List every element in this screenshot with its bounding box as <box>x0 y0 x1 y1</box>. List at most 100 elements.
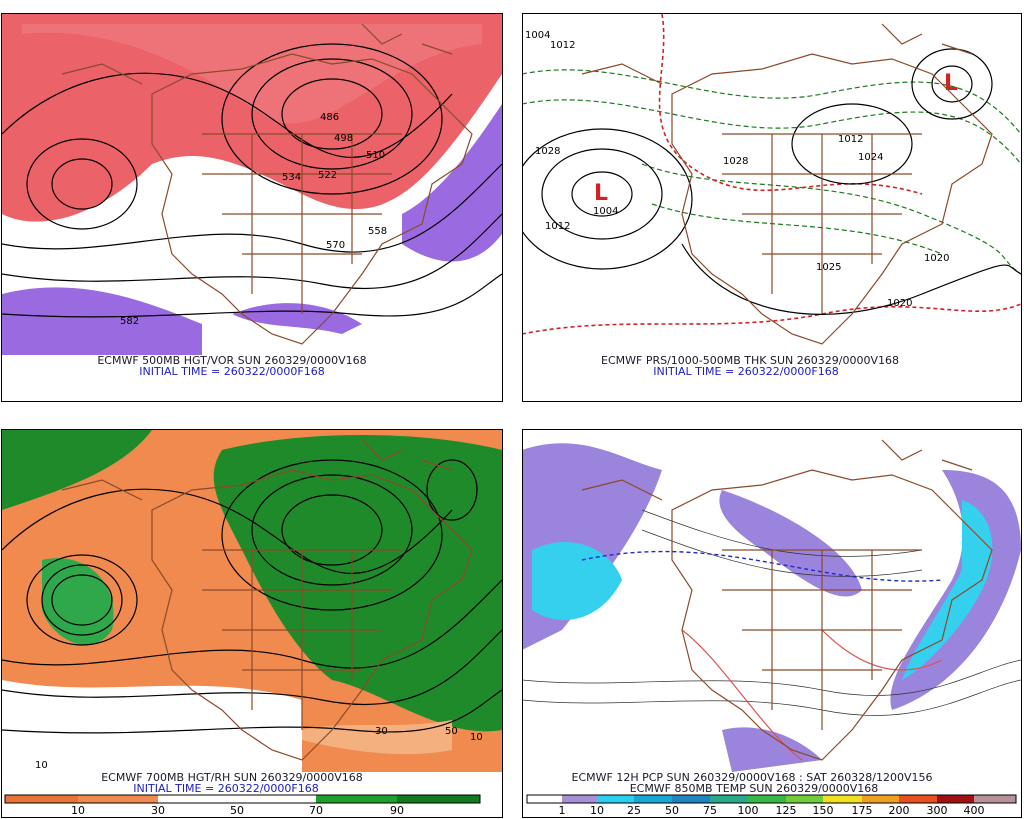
map-shape <box>791 103 913 185</box>
map-shape <box>581 550 943 582</box>
map-shape <box>4 794 481 804</box>
map-shape <box>719 490 862 597</box>
map-shape <box>402 104 502 262</box>
map-shape <box>522 128 693 270</box>
panel-caption: ECMWF 12H PCP SUN 260329/0000V168 : SAT … <box>572 771 933 784</box>
contour-label: 1024 <box>858 152 883 163</box>
contour-label: 486 <box>320 112 339 123</box>
map-shape <box>786 795 823 803</box>
map-shape <box>2 680 302 772</box>
contour-label: 1020 <box>924 253 949 264</box>
colorbar-label: 300 <box>927 804 948 817</box>
map-shape <box>316 795 397 803</box>
contour-label: 1012 <box>545 221 570 232</box>
map-shape <box>562 795 597 803</box>
map-shape <box>681 243 1021 315</box>
contour-label: 1004 <box>593 206 618 217</box>
contour-label: 534 <box>282 172 301 183</box>
colorbar-label: 75 <box>703 804 717 817</box>
map-shape <box>658 14 923 195</box>
map-shape <box>1 429 503 818</box>
map-shape <box>213 435 502 732</box>
map-shape <box>522 679 1021 716</box>
low-symbol: L <box>594 181 608 206</box>
map-shape <box>672 795 710 803</box>
colorbar-label: 25 <box>627 804 641 817</box>
map-shape <box>902 500 993 680</box>
map-shape <box>522 439 1021 772</box>
contour-label: 1004 <box>525 30 550 41</box>
map-shape <box>634 795 672 803</box>
map-shape <box>522 99 1021 165</box>
map-shape <box>931 65 973 103</box>
initial-time: INITIAL TIME = 260322/0000F168 <box>133 782 318 795</box>
panel-caption: ECMWF 700MB HGT/RH SUN 260329/0000V168 <box>101 771 363 784</box>
contour-label: 498 <box>334 133 353 144</box>
map-shape <box>426 459 478 521</box>
colorbar: 1 10 25 50 75 100 125 150 175 200 300 40… <box>526 794 1017 817</box>
map-shape <box>522 659 1021 696</box>
map-shape: L L <box>522 14 1021 355</box>
initial-time: INITIAL TIME = 260322/0000F168 <box>653 365 838 378</box>
map-shape: L L <box>522 14 1021 345</box>
colorbar-label: 100 <box>738 804 759 817</box>
map-shape <box>2 14 502 355</box>
colorbar-label: 70 <box>309 804 323 817</box>
map-shape <box>522 509 1021 716</box>
colorbar-label: 125 <box>776 804 797 817</box>
map-shape <box>641 163 1021 275</box>
map-shape <box>823 795 862 803</box>
colorbar: 10 30 50 70 90 <box>4 794 481 817</box>
contour-label: 50 <box>445 726 458 737</box>
contour-label: 1028 <box>723 156 748 167</box>
panel-caption: ECMWF PRS/1000-500MB THK SUN 260329/0000… <box>601 354 899 367</box>
colorbar-label: 1 <box>559 804 566 817</box>
map-shape <box>710 795 748 803</box>
map-shape <box>2 287 202 355</box>
panel-caption: ECMWF 850MB TEMP SUN 260329/0000V168 <box>630 782 879 795</box>
contour-label: 30 <box>375 726 388 737</box>
map-shape <box>571 171 633 217</box>
panel-pressure: L L 1004 1012 1028 1004 1012 1012 1024 1… <box>522 13 1022 402</box>
contour-label: 522 <box>318 170 337 181</box>
colorbar-label: 50 <box>230 804 244 817</box>
contour-label: 510 <box>366 150 385 161</box>
initial-time: INITIAL TIME = 260322/0000F168 <box>139 365 324 378</box>
map-shape <box>748 795 786 803</box>
colorbar-label: 10 <box>71 804 85 817</box>
contour-label: 570 <box>326 240 345 251</box>
map-shape <box>41 564 123 636</box>
map-shape <box>5 795 78 803</box>
map-shape <box>862 795 899 803</box>
map-shape <box>522 13 1022 402</box>
map-shape <box>597 795 634 803</box>
contour-label: 10 <box>35 760 48 771</box>
map-shape <box>78 795 158 803</box>
map-shape <box>527 795 562 803</box>
map-shape <box>526 794 1017 804</box>
contour-label: 1025 <box>816 262 841 273</box>
map-shape <box>651 203 943 255</box>
map-shape <box>541 148 663 240</box>
map-shape <box>158 795 237 803</box>
panel-precip: ECMWF 12H PCP SUN 260329/0000V168 : SAT … <box>522 429 1022 818</box>
panel-500mb: 534 522 486 498 510 558 582 570 ECMWF 50… <box>1 13 503 402</box>
map-shape <box>522 430 1021 772</box>
colorbar-label: 30 <box>151 804 165 817</box>
colorbar-label: 400 <box>964 804 985 817</box>
map-shape <box>532 541 622 620</box>
map-shape <box>2 430 502 772</box>
map-shape <box>974 795 1016 803</box>
map-shape <box>522 429 1022 818</box>
contour-label: 1012 <box>550 40 575 51</box>
colorbar-label: 200 <box>889 804 910 817</box>
map-shape <box>722 727 822 772</box>
map-shape <box>2 430 502 772</box>
contour-label: 558 <box>368 226 387 237</box>
map-shape <box>22 24 482 124</box>
colorbar-label: 50 <box>665 804 679 817</box>
map-shape <box>522 303 1021 335</box>
contour-label: 1028 <box>535 146 560 157</box>
contour-label: 10 <box>470 732 483 743</box>
colorbar-label: 90 <box>390 804 404 817</box>
